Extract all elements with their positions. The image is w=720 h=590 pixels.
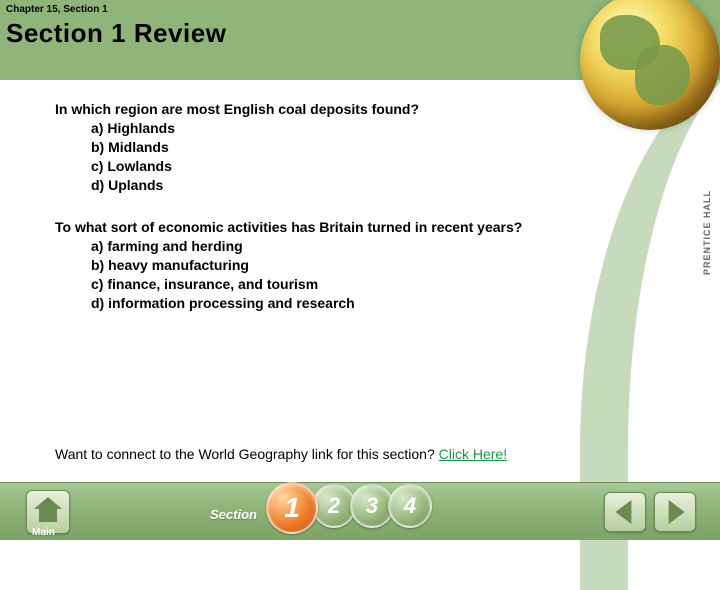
publisher-label: PRENTICE HALL: [702, 190, 712, 275]
question-1-option-b: b) Midlands: [91, 138, 615, 157]
footer-link-text: Want to connect to the World Geography l…: [55, 446, 439, 462]
section-title: Section 1 Review: [6, 18, 226, 49]
question-1-option-d: d) Uplands: [91, 176, 615, 195]
main-label: Main: [32, 527, 55, 538]
question-2-option-b: b) heavy manufacturing: [91, 256, 615, 275]
question-2-prompt: To what sort of economic activities has …: [55, 218, 615, 237]
question-1-options: a) Highlands b) Midlands c) Lowlands d) …: [91, 119, 615, 195]
question-2-option-d: d) information processing and research: [91, 294, 615, 313]
section-tabs: 1 2 3 4: [266, 484, 426, 536]
chapter-label: Chapter 15, Section 1: [6, 4, 108, 15]
tab-1[interactable]: 1: [266, 482, 318, 534]
header-strip: Chapter 15, Section 1 Section 1 Review: [0, 0, 720, 80]
footer-link[interactable]: Click Here!: [439, 446, 507, 462]
question-1-option-a: a) Highlands: [91, 119, 615, 138]
question-2-option-c: c) finance, insurance, and tourism: [91, 275, 615, 294]
footer-link-line: Want to connect to the World Geography l…: [55, 446, 507, 462]
question-2: To what sort of economic activities has …: [55, 218, 615, 312]
next-button[interactable]: [654, 492, 696, 532]
question-2-option-a: a) farming and herding: [91, 237, 615, 256]
section-label: Section: [210, 507, 257, 522]
question-1: In which region are most English coal de…: [55, 100, 615, 194]
question-2-options: a) farming and herding b) heavy manufact…: [91, 237, 615, 313]
bottom-bar: Main Section 1 2 3 4: [0, 482, 720, 540]
prev-button[interactable]: [604, 492, 646, 532]
content-area: In which region are most English coal de…: [55, 100, 615, 313]
question-1-option-c: c) Lowlands: [91, 157, 615, 176]
question-1-prompt: In which region are most English coal de…: [55, 100, 615, 119]
nav-arrows: [604, 492, 696, 532]
tab-4[interactable]: 4: [388, 484, 432, 528]
